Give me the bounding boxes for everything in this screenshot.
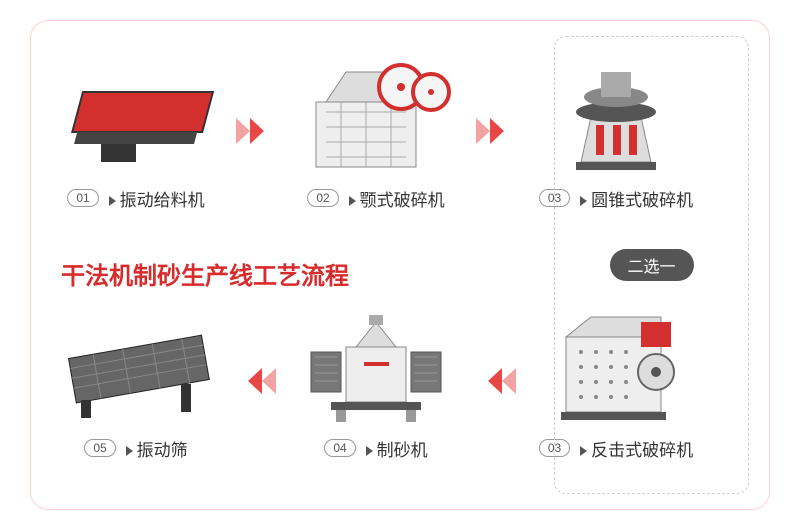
feeder-image bbox=[56, 52, 216, 182]
arrow-left-icon bbox=[236, 366, 276, 396]
machine-sand-maker: 04 制砂机 bbox=[291, 302, 461, 461]
screen-image bbox=[56, 302, 216, 432]
arrow-left-icon bbox=[476, 366, 516, 396]
machine-label-text: 颚式破碎机 bbox=[349, 186, 445, 211]
machine-jaw-crusher: 02 颚式破碎机 bbox=[291, 52, 461, 211]
num-badge: 04 bbox=[324, 439, 355, 457]
diagram-frame: 二选一 01 振动给料机 bbox=[30, 20, 770, 510]
machine-label-text: 振动给料机 bbox=[109, 186, 205, 211]
num-badge: 02 bbox=[307, 189, 338, 207]
machine-label-text: 制砂机 bbox=[366, 436, 428, 461]
arrow-right-icon bbox=[236, 116, 276, 146]
jaw-crusher-image bbox=[296, 52, 456, 182]
machine-label-text: 振动筛 bbox=[126, 436, 188, 461]
process-title: 干法机制砂生产线工艺流程 bbox=[61, 256, 349, 291]
num-badge: 05 bbox=[84, 439, 115, 457]
arrow-right-icon bbox=[476, 116, 516, 146]
machine-screen: 05 振动筛 bbox=[51, 302, 221, 461]
machine-feeder: 01 振动给料机 bbox=[51, 52, 221, 211]
num-badge: 01 bbox=[67, 189, 98, 207]
choice-pill: 二选一 bbox=[609, 249, 693, 281]
sand-maker-image bbox=[296, 302, 456, 432]
choice-group-box: 二选一 bbox=[554, 36, 749, 494]
